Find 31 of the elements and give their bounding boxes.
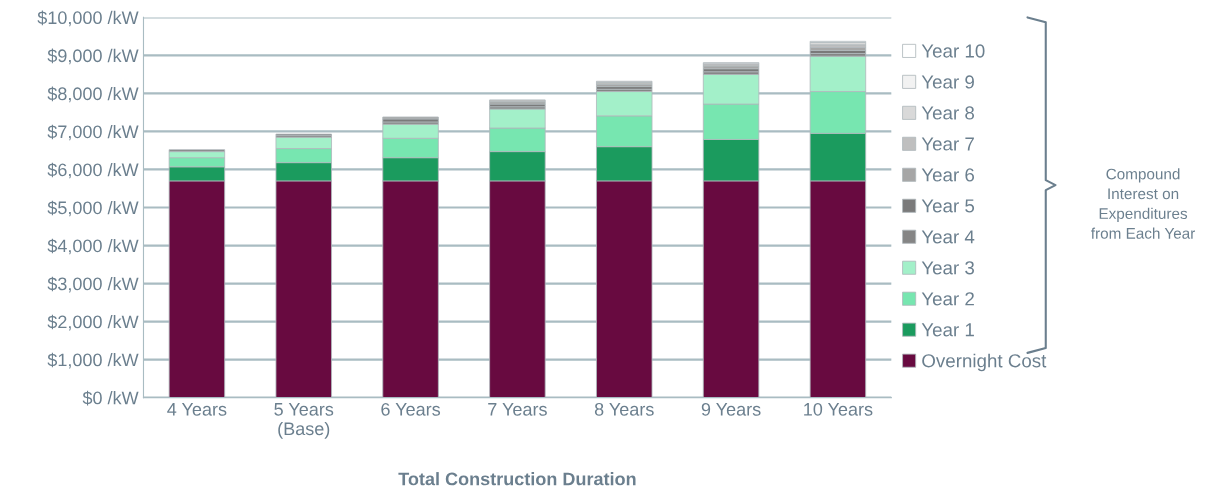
x-tick-label: 6 Years	[381, 402, 441, 416]
x-tick-label: 10 Years	[804, 402, 873, 416]
legend-label: Year 4	[921, 230, 975, 244]
y-tick-label: $6,000 /kW	[47, 162, 139, 179]
legend-label: Year 1	[921, 323, 974, 337]
y-tick-label: $7,000 /kW	[47, 124, 139, 141]
x-tick-label: 4 Years	[167, 403, 227, 416]
legend-label: Year 8	[921, 106, 975, 120]
legend-label: Year 6	[921, 168, 975, 182]
y-tick-label: $1,000 /kW	[47, 352, 139, 369]
legend-label: Year 2	[921, 292, 974, 306]
y-tick-label: $10,000 /kW	[37, 10, 139, 27]
legend-label: Year 7	[921, 137, 974, 151]
x-tick-label: 9 Years	[701, 402, 761, 416]
y-tick-label: $9,000 /kW	[47, 48, 139, 65]
y-tick-label: $3,000 /kW	[47, 276, 139, 293]
y-tick-label: $0 /kW	[82, 390, 139, 406]
legend-label: Year 3	[921, 261, 975, 275]
legend-label: Year 5	[921, 199, 975, 213]
y-tick-label: $5,000 /kW	[47, 200, 139, 217]
y-tick-label: $8,000 /kW	[47, 86, 139, 103]
x-tick-label: 7 Years	[488, 403, 547, 416]
y-tick-label: $4,000 /kW	[47, 238, 139, 255]
text: Compound Interest on Expenditures from Each Year	[1091, 168, 1196, 239]
x-axis-title: Total Construction Duration	[398, 472, 636, 486]
x-tick-label: 8 Years	[594, 402, 654, 416]
x-tick-label: 5 Years (Base)	[274, 403, 334, 439]
legend-label: Year 9	[921, 75, 974, 89]
legend-label: Overnight Cost	[922, 353, 1047, 372]
legend-label: Year 10	[921, 44, 985, 58]
y-tick-label: $2,000 /kW	[47, 314, 139, 331]
